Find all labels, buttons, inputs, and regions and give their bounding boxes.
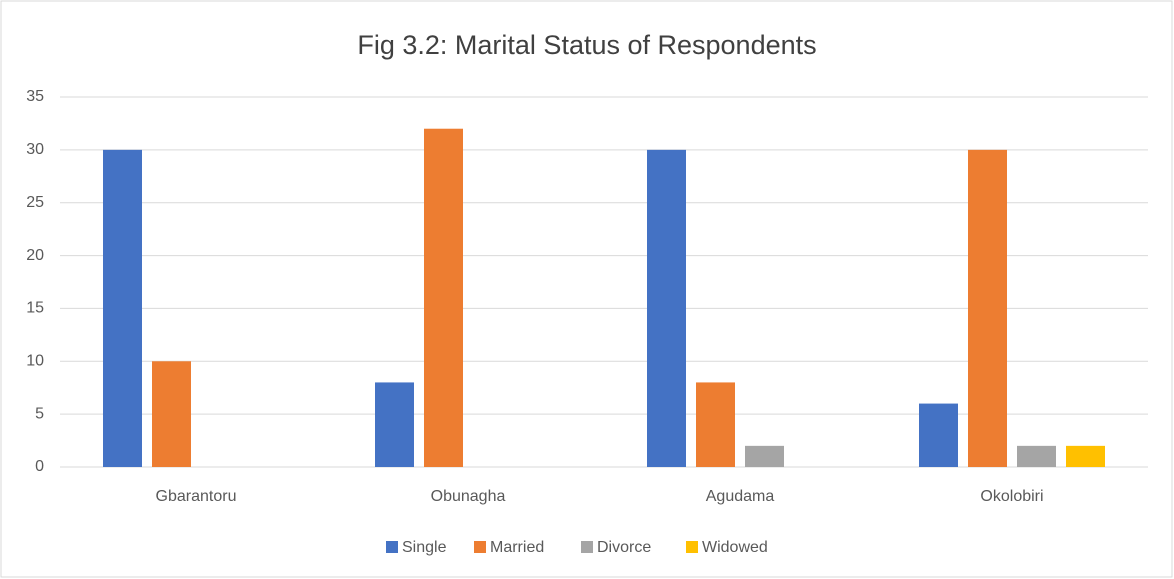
y-tick-label: 30 (26, 141, 44, 158)
bar (1066, 445, 1105, 467)
bar (375, 382, 414, 467)
legend-swatch (474, 541, 486, 553)
y-tick-label: 0 (35, 458, 44, 475)
legend-swatch (386, 541, 398, 553)
y-tick-label: 10 (26, 353, 44, 370)
bar (647, 149, 686, 467)
bar (968, 149, 1007, 467)
legend-label: Widowed (702, 539, 768, 556)
bar (745, 445, 784, 467)
bar (1017, 445, 1056, 467)
chart-title: Fig 3.2: Marital Status of Respondents (357, 30, 816, 60)
bar (424, 128, 463, 467)
x-tick-label: Gbarantoru (156, 488, 237, 505)
y-tick-label: 20 (26, 247, 44, 264)
legend-swatch (581, 541, 593, 553)
legend-swatch (686, 541, 698, 553)
legend-label: Married (490, 539, 544, 556)
y-tick-label: 5 (35, 405, 44, 422)
x-tick-label: Okolobiri (980, 488, 1043, 505)
bar (919, 403, 958, 467)
y-tick-label: 35 (26, 88, 44, 105)
y-tick-label: 15 (26, 300, 44, 317)
y-tick-label: 25 (26, 194, 44, 211)
bar (152, 361, 191, 467)
x-tick-label: Obunagha (431, 488, 506, 505)
bar (696, 382, 735, 467)
bar (103, 149, 142, 467)
x-tick-label: Agudama (706, 488, 775, 505)
legend-label: Divorce (597, 539, 651, 556)
legend-label: Single (402, 539, 447, 556)
